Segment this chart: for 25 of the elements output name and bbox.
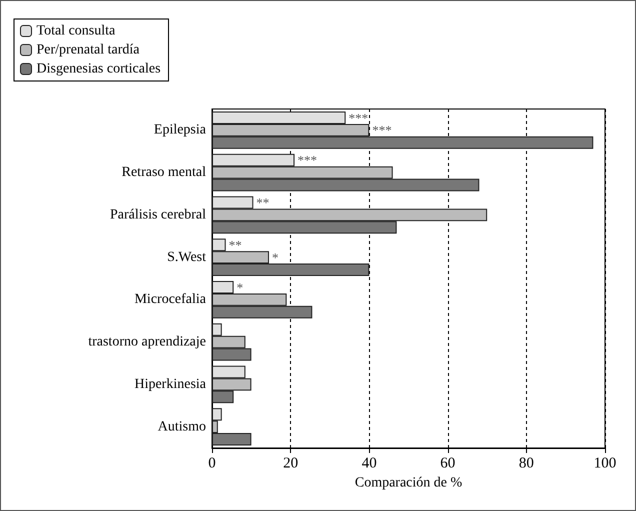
data-label: *** bbox=[348, 110, 368, 126]
x-tick-label: 80 bbox=[518, 456, 534, 472]
data-label: ** bbox=[256, 195, 270, 210]
data-label: * bbox=[272, 250, 278, 265]
legend-label: Disgenesias corticales bbox=[36, 62, 161, 76]
x-axis-title: Comparación de % bbox=[354, 476, 462, 490]
legend-label: Total consulta bbox=[36, 24, 116, 38]
y-tick-label: Hiperkinesia bbox=[134, 376, 207, 392]
data-label: * bbox=[236, 280, 244, 295]
y-tick-label: trastorno aprendizaje bbox=[88, 334, 206, 350]
x-tick-label: 40 bbox=[362, 456, 377, 472]
x-tick-label: 100 bbox=[594, 456, 616, 472]
x-tick-label: 0 bbox=[208, 456, 216, 472]
y-tick-label: Microcefalia bbox=[134, 292, 207, 308]
data-label: *** bbox=[372, 122, 392, 138]
y-tick-label: Epilepsia bbox=[154, 122, 207, 138]
y-tick-label: S.West bbox=[167, 250, 206, 265]
x-tick-label: 60 bbox=[440, 456, 456, 472]
data-label: *** bbox=[298, 152, 318, 168]
legend-label: Per/prenatal tardía bbox=[36, 42, 140, 58]
y-tick-label: Parálisis cerebral bbox=[110, 207, 206, 222]
x-tick-label: 20 bbox=[283, 456, 298, 472]
data-label: ** bbox=[228, 237, 242, 252]
y-tick-label: Autismo bbox=[158, 419, 206, 434]
y-tick-label: Retraso mental bbox=[122, 165, 206, 180]
